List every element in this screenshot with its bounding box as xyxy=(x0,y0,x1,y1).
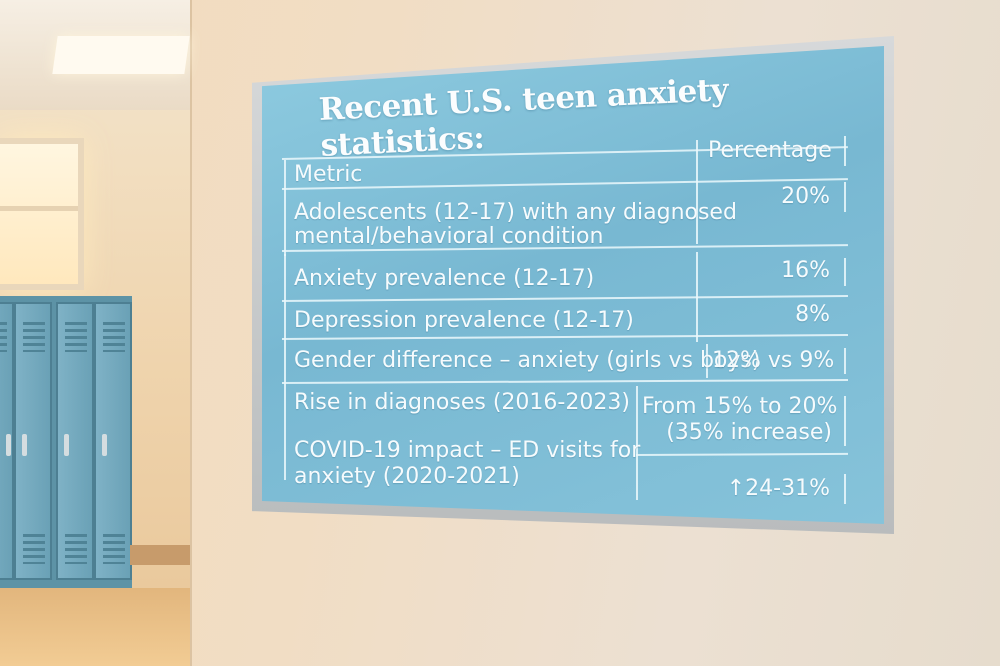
locker-vent xyxy=(65,534,87,564)
table-rule xyxy=(844,474,846,504)
locker-vent xyxy=(103,534,125,564)
ceiling-light xyxy=(52,36,190,74)
row-metric: anxiety (2020-2021) xyxy=(294,464,520,489)
row-percentage: (35% increase) xyxy=(666,420,832,445)
locker-vent xyxy=(0,322,7,352)
locker xyxy=(14,302,52,580)
locker-handle xyxy=(6,434,11,456)
lockers xyxy=(0,296,132,588)
window-mullion xyxy=(0,206,78,211)
table-rule xyxy=(696,252,698,342)
table-rule xyxy=(636,386,638,500)
row-percentage: 12% vs 9% xyxy=(712,348,835,373)
row-metric: Adolescents (12-17) with any diagnosed xyxy=(294,200,737,225)
baseboard xyxy=(130,545,190,565)
locker-vent xyxy=(103,322,125,352)
locker xyxy=(56,302,94,580)
locker-handle xyxy=(64,434,69,456)
locker-vent xyxy=(23,534,45,564)
table-rule xyxy=(844,136,846,166)
locker-handle xyxy=(102,434,107,456)
row-percentage: 16% xyxy=(781,258,830,283)
locker xyxy=(94,302,132,580)
row-metric: Gender difference – anxiety (girls vs bo… xyxy=(294,348,761,373)
display-screen xyxy=(262,46,884,524)
row-percentage: 8% xyxy=(795,302,830,327)
locker-vent xyxy=(23,322,45,352)
table-rule xyxy=(844,396,846,446)
hallway xyxy=(0,0,192,666)
table-rule xyxy=(844,348,846,374)
row-percentage: From 15% to 20% xyxy=(642,394,838,419)
window xyxy=(0,138,84,290)
table-rule xyxy=(844,258,846,286)
row-metric: Depression prevalence (12-17) xyxy=(294,308,634,333)
locker-vent xyxy=(65,322,87,352)
table-rule xyxy=(706,344,708,378)
header-metric: Metric xyxy=(294,162,363,187)
locker xyxy=(0,302,14,580)
row-metric: COVID-19 impact – ED visits for xyxy=(294,438,641,463)
table-rule xyxy=(844,182,846,212)
floor xyxy=(0,588,190,666)
table-rule xyxy=(284,160,286,256)
row-metric: Anxiety prevalence (12-17) xyxy=(294,266,595,291)
row-metric: Rise in diagnoses (2016-2023) xyxy=(294,390,630,415)
row-percentage: ↑24-31% xyxy=(726,476,830,501)
row-percentage: 20% xyxy=(781,184,830,209)
locker-handle xyxy=(22,434,27,456)
header-percentage: Percentage xyxy=(708,138,832,163)
table-rule xyxy=(284,254,286,480)
row-metric: mental/behavioral condition xyxy=(294,224,604,249)
table-rule xyxy=(696,140,698,244)
